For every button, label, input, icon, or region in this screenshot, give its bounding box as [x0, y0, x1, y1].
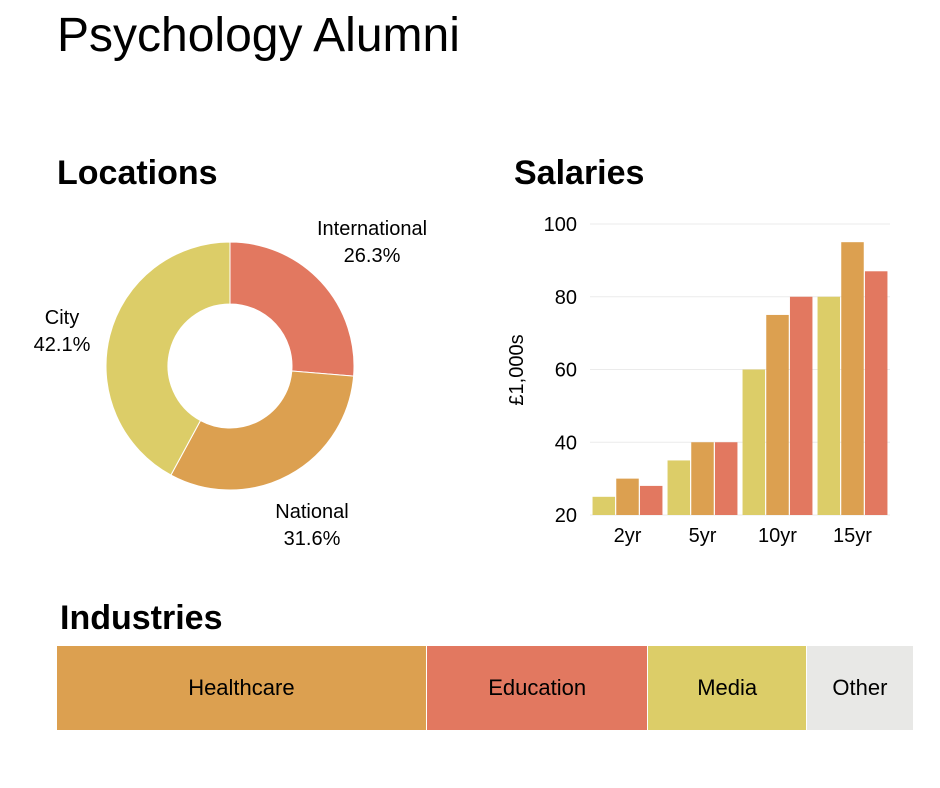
donut-slice-international — [229, 241, 355, 377]
locations-title: Locations — [57, 154, 218, 192]
industry-segment-other: Other — [806, 646, 913, 730]
donut-value-international: 26.3% — [344, 245, 401, 267]
y-axis-label: £1,000s — [506, 334, 528, 405]
bar-15yr-series-3 — [864, 271, 888, 515]
donut-label-international: International — [317, 218, 427, 240]
page-title: Psychology Alumni — [57, 9, 460, 62]
bar-10yr-series-1 — [742, 369, 766, 515]
bar-2yr-series-3 — [639, 485, 663, 515]
x-tick-label: 5yr — [689, 525, 717, 547]
bar-5yr-series-3 — [714, 442, 738, 515]
industries-stacked-bar: Healthcare Education Media Other — [57, 646, 913, 730]
donut-label-national: National — [275, 501, 348, 523]
industry-segment-education: Education — [426, 646, 649, 730]
donut-slice-national — [170, 370, 355, 491]
bar-2yr-series-2 — [616, 478, 639, 515]
y-tick-label: 80 — [555, 287, 577, 309]
bar-10yr-series-3 — [789, 296, 813, 515]
bar-15yr-series-2 — [841, 242, 864, 515]
x-tick-label: 2yr — [614, 525, 642, 547]
industry-segment-healthcare: Healthcare — [57, 646, 427, 730]
bar-5yr-series-1 — [667, 460, 691, 515]
bar-5yr-series-2 — [691, 442, 714, 515]
x-tick-label: 10yr — [758, 525, 797, 547]
bar-15yr-series-1 — [817, 296, 841, 515]
salaries-title: Salaries — [514, 154, 645, 192]
bar-10yr-series-2 — [766, 314, 789, 515]
y-tick-label: 20 — [555, 505, 577, 527]
industries-title: Industries — [60, 599, 223, 637]
y-tick-label: 100 — [544, 214, 577, 236]
bar-2yr-series-1 — [592, 496, 616, 515]
donut-value-national: 31.6% — [284, 528, 341, 550]
donut-slice-city — [105, 241, 231, 476]
x-tick-label: 15yr — [833, 525, 872, 547]
y-tick-label: 60 — [555, 360, 577, 382]
y-tick-label: 40 — [555, 432, 577, 454]
donut-label-city: City — [45, 307, 79, 329]
industry-segment-media: Media — [648, 646, 807, 730]
donut-value-city: 42.1% — [34, 334, 91, 356]
